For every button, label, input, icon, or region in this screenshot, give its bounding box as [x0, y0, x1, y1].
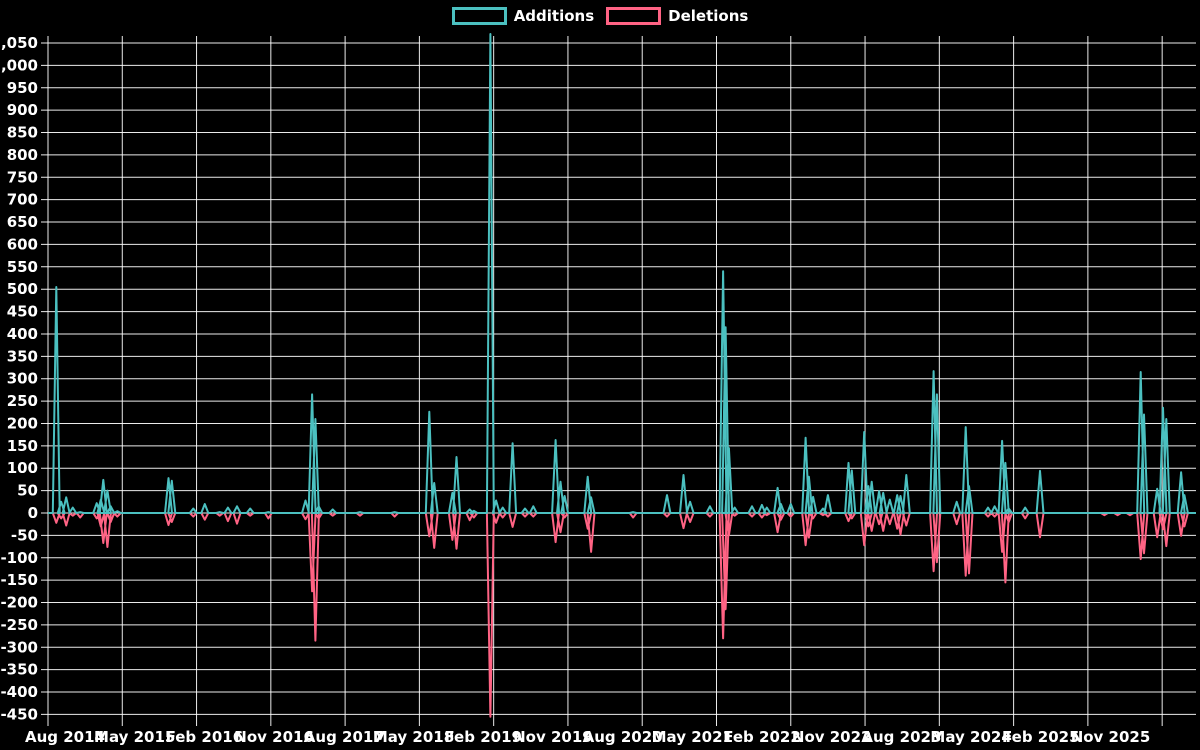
data-series — [48, 33, 1196, 718]
y-tick-label: 750 — [7, 168, 38, 186]
x-tick-label: Nov 2025 — [1071, 728, 1151, 746]
y-tick-label: 250 — [7, 392, 38, 410]
x-tick-label: May 2015 — [94, 728, 175, 746]
y-tick-label: -400 — [0, 683, 38, 701]
chart-legend: Additions Deletions — [0, 7, 1200, 25]
y-tick-label: 700 — [7, 191, 38, 209]
y-tick-label: 850 — [7, 124, 38, 142]
y-tick-label: 200 — [7, 414, 38, 432]
y-tick-label: 350 — [7, 347, 38, 365]
y-tick-label: 400 — [7, 325, 38, 343]
x-tick-label: Feb 2022 — [723, 728, 801, 746]
x-tick-label: Feb 2016 — [166, 728, 244, 746]
x-tick-label: Feb 2019 — [444, 728, 522, 746]
y-tick-label: -250 — [0, 616, 38, 634]
x-tick-label: Aug 2023 — [861, 728, 941, 746]
y-axis-tick-labels: 1,0501,000950900850800750700650600550500… — [0, 34, 38, 723]
legend-additions-label: Additions — [513, 7, 595, 25]
y-tick-label: -150 — [0, 571, 38, 589]
y-tick-label: 950 — [7, 79, 38, 97]
x-tick-label: Nov 2019 — [513, 728, 593, 746]
x-tick-label: May 2024 — [930, 728, 1011, 746]
y-tick-label: 1,000 — [0, 56, 38, 74]
additions-swatch-icon — [451, 7, 507, 25]
y-tick-label: 900 — [7, 101, 38, 119]
y-tick-label: -200 — [0, 594, 38, 612]
y-tick-label: 0 — [28, 504, 38, 522]
y-tick-label: -100 — [0, 549, 38, 567]
x-tick-label: Aug 2020 — [583, 728, 663, 746]
y-tick-label: 1,050 — [0, 34, 38, 52]
y-tick-label: -300 — [0, 638, 38, 656]
deletions-swatch-icon — [606, 7, 662, 25]
y-tick-label: 600 — [7, 235, 38, 253]
grid-lines — [41, 36, 1196, 726]
x-tick-label: May 2018 — [373, 728, 454, 746]
x-tick-label: Aug 2014 — [25, 728, 105, 746]
legend-deletions-label: Deletions — [668, 7, 749, 25]
y-tick-label: 150 — [7, 437, 38, 455]
x-tick-label: May 2021 — [652, 728, 733, 746]
y-tick-label: -450 — [0, 705, 38, 723]
legend-item-deletions[interactable]: Deletions — [606, 7, 748, 25]
y-tick-label: 50 — [17, 482, 38, 500]
y-tick-label: 800 — [7, 146, 38, 164]
y-tick-label: 300 — [7, 370, 38, 388]
y-tick-label: 450 — [7, 303, 38, 321]
y-tick-label: -350 — [0, 661, 38, 679]
x-tick-label: Feb 2025 — [1002, 728, 1080, 746]
additions-series-line — [48, 33, 1196, 514]
deletions-series-line — [48, 512, 1196, 718]
y-tick-label: 550 — [7, 258, 38, 276]
x-tick-label: Aug 2017 — [304, 728, 384, 746]
x-tick-label: Nov 2022 — [792, 728, 872, 746]
y-tick-label: -50 — [11, 526, 38, 544]
y-tick-label: 100 — [7, 459, 38, 477]
y-tick-label: 650 — [7, 213, 38, 231]
x-tick-label: Nov 2016 — [234, 728, 314, 746]
y-tick-label: 500 — [7, 280, 38, 298]
legend-item-additions[interactable]: Additions — [451, 7, 595, 25]
